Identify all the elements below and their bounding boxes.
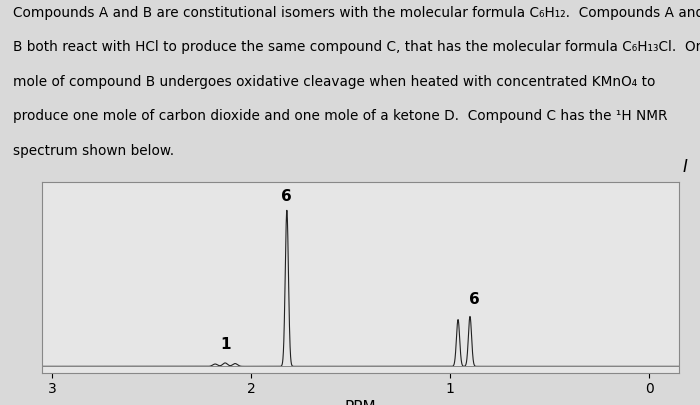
Text: 1: 1 xyxy=(220,337,230,352)
Text: 6: 6 xyxy=(281,189,292,204)
Text: Compounds A and B are constitutional isomers with the molecular formula C₆H₁₂.  : Compounds A and B are constitutional iso… xyxy=(13,6,700,20)
Text: mole of compound B undergoes oxidative cleavage when heated with concentrated KM: mole of compound B undergoes oxidative c… xyxy=(13,75,655,89)
Text: spectrum shown below.: spectrum shown below. xyxy=(13,144,174,158)
Text: 6: 6 xyxy=(468,292,480,307)
X-axis label: PPM: PPM xyxy=(344,401,377,405)
Text: B both react with HCl to produce the same compound C, that has the molecular for: B both react with HCl to produce the sam… xyxy=(13,40,700,55)
Text: I: I xyxy=(682,158,687,176)
Text: produce one mole of carbon dioxide and one mole of a ketone D.  Compound C has t: produce one mole of carbon dioxide and o… xyxy=(13,109,667,124)
